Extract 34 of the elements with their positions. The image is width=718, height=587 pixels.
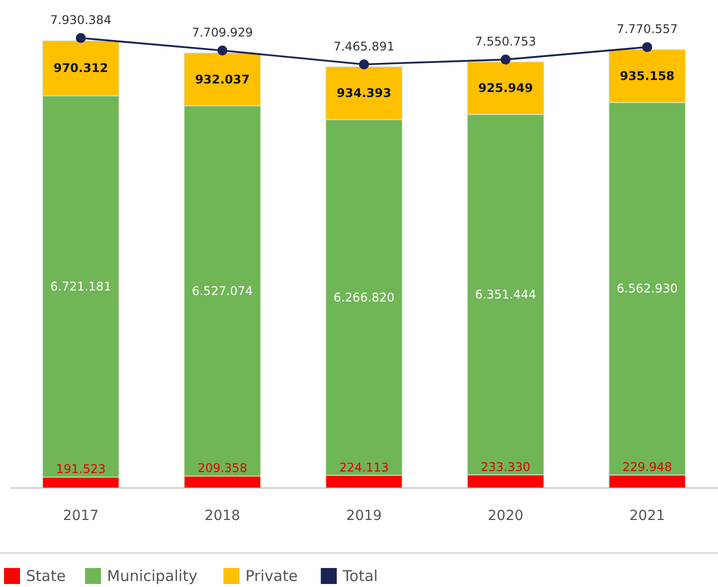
data-label: 6.562.930 <box>616 282 678 296</box>
data-label: 7.465.891 <box>333 39 395 54</box>
data-label: 925.949 <box>478 81 533 96</box>
point <box>217 46 228 56</box>
data-label: 6.721.181 <box>50 279 112 294</box>
point <box>500 54 511 65</box>
x-tick-label: 2019 <box>346 508 382 524</box>
legend-label: Municipality <box>107 567 198 585</box>
legend-label: Private <box>245 567 298 585</box>
x-tick-label: 2021 <box>629 508 666 524</box>
data-label: 209.358 <box>198 461 248 476</box>
point <box>359 59 369 70</box>
data-label: 7.770.557 <box>616 22 678 36</box>
legend-label: Total <box>342 567 378 585</box>
point <box>76 33 86 43</box>
data-label: 229.948 <box>622 460 672 474</box>
data-label: 934.393 <box>336 86 392 100</box>
x-tick-label: 2017 <box>62 508 99 524</box>
data-label: 7.709.929 <box>192 26 253 40</box>
data-label: 6.351.444 <box>475 288 536 302</box>
data-label: 233.330 <box>480 460 530 474</box>
data-label: 970.312 <box>53 61 108 76</box>
data-label: 7.550.753 <box>475 34 536 49</box>
data-label: 932.037 <box>195 72 250 86</box>
point <box>642 42 652 52</box>
legend-label: State <box>26 567 66 585</box>
x-tick-label: 2018 <box>204 508 240 524</box>
data-label: 224.113 <box>339 460 389 474</box>
data-label: 6.266.820 <box>333 290 395 304</box>
data-label: 6.527.074 <box>192 284 253 298</box>
data-label: 7.930.384 <box>50 13 112 27</box>
data-label: 935.158 <box>620 69 675 84</box>
x-tick-label: 2020 <box>488 508 524 524</box>
data-label: 191.523 <box>56 462 106 476</box>
